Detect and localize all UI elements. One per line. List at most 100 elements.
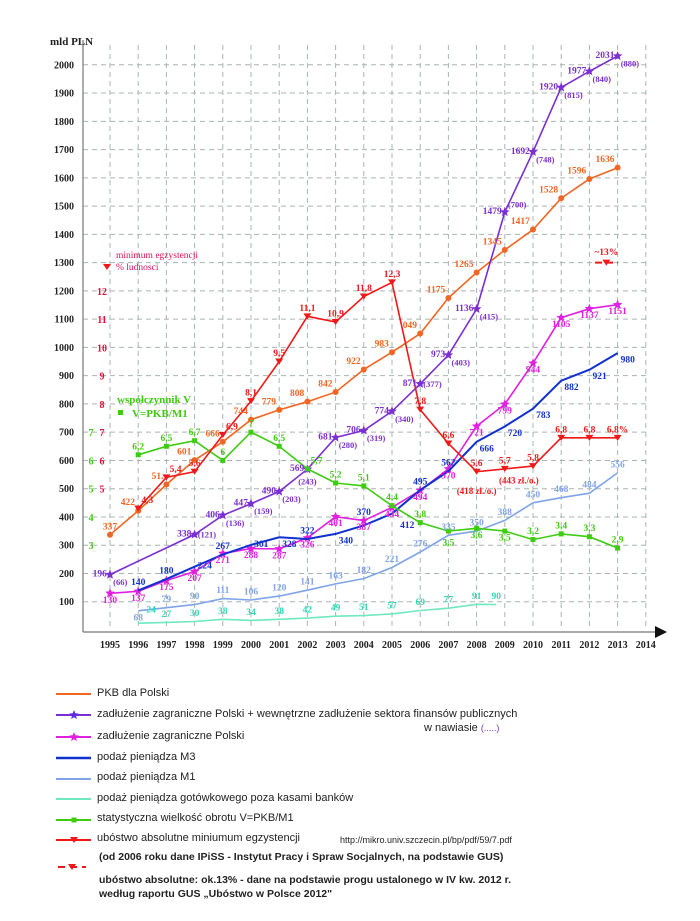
data-point [192, 438, 198, 444]
data-label: 51. [152, 472, 164, 482]
data-point [248, 429, 254, 435]
data-point [471, 304, 482, 313]
x-tick-label: 2000 [241, 640, 261, 651]
data-label: 6,8 [583, 425, 595, 435]
data-label: 141 [300, 578, 315, 588]
data-point [219, 438, 226, 445]
data-point [474, 525, 480, 531]
data-label: 5,1 [358, 473, 370, 483]
data-point [359, 515, 369, 525]
data-label: 842 [318, 380, 333, 390]
data-point [333, 480, 339, 486]
v-tick-label: 3 [89, 541, 94, 552]
poverty-tick-label: 9 [100, 372, 105, 383]
data-label: 1137 [580, 311, 599, 321]
data-label: 3,5 [499, 534, 511, 544]
data-label: 944 [526, 366, 541, 376]
x-tick-label: 2011 [551, 640, 570, 651]
star-icon [69, 710, 79, 719]
data-label: 175 [159, 583, 174, 593]
data-label: 8,1 [245, 389, 257, 399]
poverty-2009-annotation: (443 zł./o.) [499, 475, 539, 485]
data-point [190, 468, 199, 475]
y-tick-label: 400 [59, 512, 74, 523]
y-tick-label: 1300 [54, 258, 74, 269]
data-point [528, 358, 538, 368]
data-point [276, 443, 282, 449]
data-label: 3,5 [442, 539, 454, 549]
data-label: 4,4 [386, 493, 398, 503]
legend-total-debt-note: w nawiasie (.....) [424, 722, 499, 735]
x-tick-label: 2005 [382, 640, 402, 651]
data-label: 422 [121, 498, 136, 508]
x-tick-label: 2014 [636, 640, 656, 651]
poverty-tick-label: 6 [100, 456, 105, 467]
data-label: 4,3 [141, 496, 153, 506]
data-label: 1596 [567, 167, 586, 177]
source-url[interactable]: http://mikro.univ.szczecin.pl/bp/pdf/59/… [340, 835, 512, 845]
triangle-down-icon [103, 264, 111, 270]
poverty-scale-title-2: % ludnosci [116, 263, 159, 273]
data-label: 5,4 [170, 465, 182, 475]
data-label: 267 [216, 542, 231, 552]
series-line [137, 431, 618, 549]
data-label: 30 [190, 609, 200, 619]
series-line [137, 281, 618, 510]
y-tick-label: 2000 [54, 60, 74, 71]
x-tick-label: 2009 [495, 640, 515, 651]
data-label: 1345 [483, 237, 502, 247]
data-label: 706 [346, 426, 361, 436]
data-point [387, 406, 397, 416]
data-label: 6,6 [442, 431, 454, 441]
v-scale-title-2: V=PKB/M1 [132, 408, 188, 420]
data-label: 6,8% [607, 425, 628, 435]
data-point [502, 528, 508, 534]
data-point [189, 529, 200, 539]
data-label: 38 [218, 607, 228, 617]
data-label: 111 [216, 586, 229, 596]
data-label: 1636 [596, 155, 615, 165]
v-scale-title: współczynnik V [117, 394, 191, 406]
data-point [557, 434, 566, 441]
data-point [275, 358, 284, 365]
data-label: 91 [472, 592, 482, 602]
data-label: 69 [415, 598, 425, 608]
data-label: 207 [187, 574, 202, 584]
data-label: 90 [190, 592, 200, 602]
data-point [218, 432, 227, 439]
y-axis-title: mld PLN [50, 36, 93, 48]
data-point [586, 175, 593, 182]
y-tick-label: 1700 [54, 145, 74, 156]
y-tick-label: 1800 [54, 117, 74, 128]
x-tick-label: 2003 [326, 640, 346, 651]
bracket-label: (815) [564, 90, 583, 100]
data-label: 808 [290, 389, 305, 399]
data-point [330, 432, 341, 442]
data-point [248, 416, 254, 423]
data-label: 180 [159, 567, 174, 577]
data-point [445, 528, 451, 534]
data-label: 137 [131, 594, 146, 604]
poverty13-note-2: według raportu GUS „Ubóstwo w Polsce 201… [99, 888, 333, 900]
data-label: 68 [133, 613, 143, 623]
data-point [388, 279, 396, 286]
data-point [584, 66, 595, 76]
data-label: 338 [177, 530, 192, 540]
data-label: 163 [328, 571, 343, 581]
data-label: 666 [205, 429, 220, 439]
data-label: 276 [413, 540, 428, 550]
data-label: 6,2 [132, 442, 144, 452]
data-point [303, 313, 312, 320]
poverty-tick-label: 12 [97, 287, 107, 298]
data-label: 196 [93, 570, 108, 580]
data-label: 387 [357, 523, 372, 533]
data-label: 221 [385, 555, 400, 565]
data-label: 871 [403, 379, 418, 389]
data-label: 447 [234, 499, 249, 509]
v-tick-label: 5 [89, 485, 94, 496]
data-label: 721 [469, 429, 484, 439]
y-tick-label: 1000 [54, 343, 74, 354]
data-label: 882 [564, 383, 579, 393]
data-label: 3,8 [414, 510, 426, 520]
data-label: 980 [621, 356, 636, 366]
